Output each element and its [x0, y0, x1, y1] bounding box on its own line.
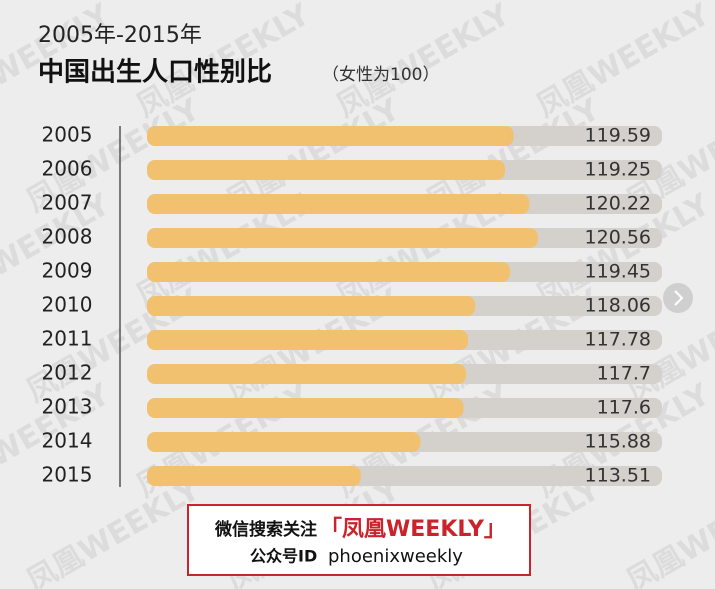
y-tick-label: 2008	[42, 225, 93, 249]
footer-id-label: 公众号ID	[250, 547, 317, 566]
value-label: 113.51	[585, 465, 651, 487]
bar	[147, 398, 464, 418]
footer-brand: 「凤凰WEEKLY」	[320, 517, 506, 542]
y-tick-label: 2011	[42, 327, 93, 351]
y-tick-label: 2015	[42, 463, 93, 487]
bar	[147, 126, 514, 146]
value-label: 117.6	[597, 397, 651, 419]
footer-prompt: 微信搜索关注	[214, 519, 317, 540]
value-label: 117.7	[597, 363, 651, 385]
value-label: 120.22	[585, 193, 651, 215]
bar	[147, 228, 538, 248]
y-tick-label: 2006	[42, 157, 93, 181]
value-label: 119.45	[585, 261, 651, 283]
y-tick-label: 2013	[42, 395, 93, 419]
bar	[147, 330, 469, 350]
next-button[interactable]	[663, 283, 693, 313]
footer-id: phoenixweekly	[328, 546, 463, 567]
bar	[147, 194, 530, 214]
bars: 2005 119.59 2006 119.25 2007 120.22 2008 120.56…	[42, 123, 662, 487]
bar	[147, 364, 467, 384]
bar	[147, 160, 505, 180]
y-tick-label: 2012	[42, 361, 93, 385]
y-tick-label: 2014	[42, 429, 93, 453]
value-label: 120.56	[585, 227, 651, 249]
bar	[147, 262, 511, 282]
y-tick-label: 2009	[42, 259, 93, 283]
chart-title: 2005年-2015年	[38, 23, 202, 48]
chart-subtitle: 中国出生人口性别比	[38, 58, 272, 88]
next-arrow	[674, 290, 684, 306]
bar	[147, 432, 421, 452]
y-tick-label: 2007	[42, 191, 93, 215]
unit-note: （女性为100）	[322, 65, 439, 85]
value-label: 119.25	[585, 159, 651, 181]
footer-box	[187, 504, 531, 576]
bar	[147, 466, 361, 486]
value-label: 118.06	[585, 295, 651, 317]
value-label: 119.59	[585, 125, 651, 147]
y-tick-label: 2005	[42, 123, 93, 147]
y-tick-label: 2010	[42, 293, 93, 317]
value-label: 115.88	[585, 431, 651, 453]
value-label: 117.78	[585, 329, 651, 351]
bar	[147, 296, 476, 316]
